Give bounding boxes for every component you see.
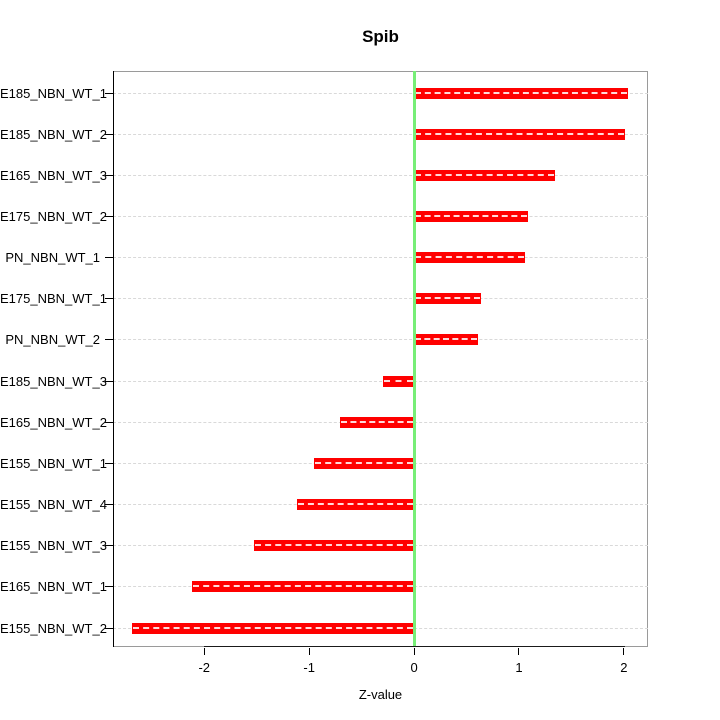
bar: [414, 210, 529, 222]
bar-inner-dash: [297, 503, 414, 506]
y-axis-category-label: E185_NBN_WT_3: [0, 373, 107, 389]
bar-inner-dash: [415, 91, 628, 94]
y-axis-category-label: E155_NBN_WT_3: [0, 538, 107, 554]
bar: [296, 499, 415, 511]
x-axis-tick-label: 2: [620, 660, 628, 675]
y-axis-tick: [105, 92, 113, 94]
x-axis-tick-label: -1: [303, 660, 315, 675]
y-axis-tick: [105, 174, 113, 176]
bar-inner-dash: [415, 214, 528, 217]
bar-inner-dash: [415, 132, 624, 135]
y-axis-category-label: E165_NBN_WT_2: [0, 414, 107, 430]
y-axis-category-label: E185_NBN_WT_1: [0, 85, 107, 101]
bar: [191, 581, 415, 593]
bar: [414, 293, 482, 305]
y-axis-tick: [105, 339, 113, 341]
bar-inner-dash: [132, 626, 414, 629]
bar: [414, 169, 555, 181]
x-axis-tick: [623, 648, 625, 655]
x-axis-tick: [308, 648, 310, 655]
bar: [253, 540, 415, 552]
y-axis-tick: [105, 215, 113, 217]
chart-title: Spib: [362, 27, 399, 46]
gridline: [113, 298, 648, 300]
gridline: [113, 133, 648, 135]
x-axis-tick: [413, 648, 415, 655]
x-axis-tick: [203, 648, 205, 655]
gridline: [113, 380, 648, 382]
y-axis-category-label: E175_NBN_WT_2: [0, 208, 107, 224]
bar-inner-dash: [383, 379, 414, 382]
bar: [382, 375, 415, 387]
y-axis-tick: [105, 380, 113, 382]
x-axis-tick-label: 1: [515, 660, 523, 675]
y-axis-tick: [105, 133, 113, 135]
gridline: [113, 92, 648, 94]
gridline: [113, 257, 648, 259]
bar-inner-dash: [192, 585, 414, 588]
y-axis-category-label: E155_NBN_WT_4: [0, 497, 107, 513]
bar: [131, 622, 415, 634]
x-axis-tick: [518, 648, 520, 655]
bar: [414, 87, 629, 99]
y-axis-tick: [105, 504, 113, 506]
y-axis-category-label: E175_NBN_WT_1: [0, 291, 107, 307]
y-axis-category-label: E165_NBN_WT_3: [0, 167, 107, 183]
x-axis-tick-label: 0: [410, 660, 418, 675]
y-axis-category-label: PN_NBN_WT_2: [5, 332, 100, 348]
gridline: [113, 339, 648, 341]
bar: [314, 457, 415, 469]
bar-inner-dash: [415, 256, 525, 259]
bar-inner-dash: [415, 173, 554, 176]
plot-area: [113, 71, 648, 647]
y-axis-tick: [105, 586, 113, 588]
y-axis-category-label: E165_NBN_WT_1: [0, 579, 107, 595]
x-axis-line: [204, 646, 625, 647]
y-axis-line: [113, 71, 114, 647]
y-axis-tick: [105, 462, 113, 464]
bar: [414, 128, 625, 140]
bar: [414, 334, 479, 346]
gridline: [113, 174, 648, 176]
y-axis-category-label: PN_NBN_WT_1: [5, 250, 100, 266]
bar-inner-dash: [340, 420, 414, 423]
x-axis-title: Z-value: [358, 687, 403, 702]
y-axis-tick: [105, 257, 113, 259]
bar: [414, 252, 526, 264]
bar-inner-dash: [254, 544, 414, 547]
x-axis-tick-label: -2: [198, 660, 211, 675]
y-axis-category-label: E155_NBN_WT_2: [0, 620, 107, 636]
y-axis-tick: [105, 627, 113, 629]
bar: [339, 416, 415, 428]
zero-reference-line: [412, 71, 416, 647]
bar-inner-dash: [415, 338, 478, 341]
y-axis-tick: [105, 298, 113, 300]
y-axis-category-label: E185_NBN_WT_2: [0, 126, 107, 142]
gridline: [113, 215, 648, 217]
y-axis-tick: [105, 545, 113, 547]
y-axis-category-label: E155_NBN_WT_1: [0, 455, 107, 471]
bar-inner-dash: [415, 297, 481, 300]
bar-inner-dash: [315, 461, 414, 464]
y-axis-tick: [105, 421, 113, 423]
